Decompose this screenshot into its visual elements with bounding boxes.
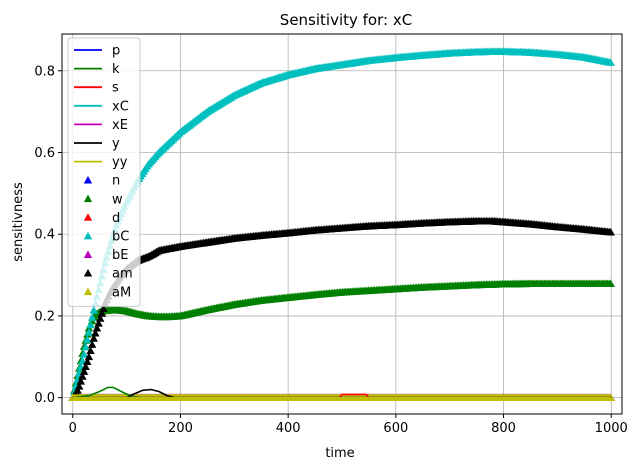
- series-am-marker: [87, 340, 97, 348]
- legend-item-s[interactable]: s: [74, 81, 119, 96]
- legend-marker-swatch: [83, 176, 93, 184]
- series-am-marker: [78, 372, 87, 380]
- series-am-marker: [606, 227, 615, 236]
- series-am-marker: [99, 304, 108, 312]
- series-am-marker: [73, 386, 82, 394]
- chart-title: Sensitivity for: xC: [280, 11, 412, 29]
- x-tick-label: 0: [69, 421, 77, 436]
- legend-item-xe[interactable]: xE: [74, 118, 128, 133]
- y-tick-label: 0.4: [34, 228, 55, 243]
- legend-marker-swatch: [83, 213, 93, 221]
- series-am-marker: [83, 357, 92, 366]
- series-w-marker: [606, 279, 615, 288]
- series-am-marker: [96, 314, 105, 322]
- x-tick-label: 200: [168, 421, 193, 436]
- series-bc-marker: [79, 350, 89, 358]
- series-am: [68, 216, 615, 402]
- x-tick-label: 800: [491, 421, 516, 436]
- series-bc-marker: [81, 342, 90, 351]
- legend-label: xC: [112, 99, 129, 114]
- legend-item-yy[interactable]: yy: [74, 155, 128, 170]
- legend-marker-swatch: [83, 250, 93, 258]
- x-tick-label: 600: [383, 421, 408, 436]
- legend-label: k: [112, 62, 120, 77]
- series-bc-marker: [78, 356, 87, 365]
- plot-area-frame: [61, 33, 623, 415]
- series-bc: [68, 47, 615, 402]
- legend-label: p: [112, 44, 120, 59]
- legend-label: bE: [112, 248, 128, 263]
- y-tick-label: 0.2: [34, 309, 55, 324]
- legend-label: am: [112, 267, 133, 282]
- series-bc-marker: [89, 306, 98, 314]
- series-am-marker: [81, 362, 90, 370]
- legend-label: s: [112, 81, 119, 96]
- legend-item-k[interactable]: k: [74, 62, 120, 77]
- legend-item-y[interactable]: y: [74, 137, 120, 152]
- axis-ticks: 0 200 400 600 800 1000 0.0 0.2 0.4 0.6 0.8: [34, 64, 627, 436]
- series-w: [68, 279, 615, 402]
- series-am-marker: [75, 382, 84, 390]
- legend-marker-swatch: [83, 287, 93, 296]
- y-tick-label: 0.0: [34, 391, 55, 406]
- legend-item-am[interactable]: am: [83, 267, 133, 282]
- series-am-marker: [97, 309, 107, 317]
- legend-item-be[interactable]: bE: [83, 248, 129, 263]
- legend-label: w: [112, 192, 123, 207]
- series-bc-marker: [83, 335, 92, 343]
- x-tick-label: 1000: [595, 421, 628, 436]
- y-tick-label: 0.6: [34, 146, 55, 161]
- legend-item-w[interactable]: w: [83, 192, 123, 207]
- legend-label: y: [112, 137, 120, 152]
- x-tick-label: 400: [276, 421, 301, 436]
- x-axis-label: time: [325, 446, 354, 461]
- legend-label: d: [112, 211, 120, 226]
- legend-item-bc[interactable]: bC: [83, 230, 130, 245]
- legend-label: aM: [112, 285, 131, 300]
- legend-label: xE: [112, 118, 128, 133]
- legend-marker-swatch: [83, 194, 93, 203]
- series-am-marker: [92, 323, 102, 332]
- y-tick-label: 0.8: [34, 64, 55, 79]
- legend-label: yy: [112, 155, 128, 170]
- legend-item-d[interactable]: d: [83, 211, 120, 226]
- legend-marker-swatch: [83, 269, 93, 277]
- series-bc-marker: [84, 328, 94, 336]
- y-axis-label: sensitivness: [11, 182, 26, 262]
- legend-item-am[interactable]: aM: [83, 285, 131, 300]
- series-am-marker: [79, 367, 89, 375]
- series-bc-marker: [87, 313, 97, 321]
- legend-item-xc[interactable]: xC: [74, 99, 129, 114]
- series-am-marker: [86, 346, 95, 355]
- legend-label: n: [112, 174, 120, 189]
- series-am-marker: [76, 377, 86, 385]
- series-am-marker: [84, 352, 94, 361]
- legend-label: bC: [112, 230, 129, 245]
- series-am-marker: [89, 334, 98, 342]
- series-group: [68, 47, 615, 402]
- legend-item-p[interactable]: p: [74, 44, 120, 59]
- legend-marker-swatch: [83, 231, 93, 240]
- series-am-marker: [94, 319, 103, 327]
- series-am-marker: [91, 328, 100, 337]
- series-bc-marker: [86, 320, 95, 329]
- series-bc-marker: [606, 58, 615, 66]
- legend-item-n[interactable]: n: [83, 174, 120, 189]
